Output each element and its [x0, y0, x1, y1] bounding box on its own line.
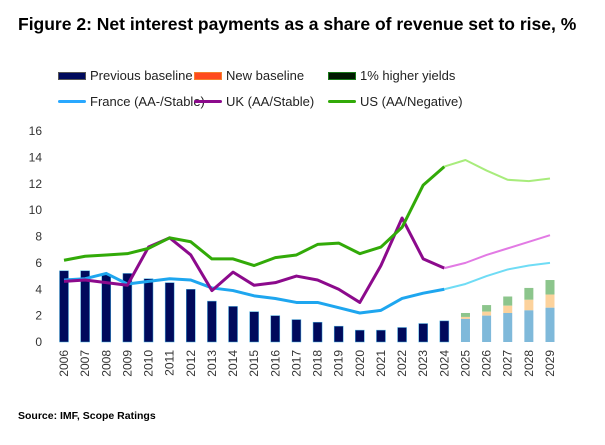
x-tick-label: 2018 — [311, 350, 325, 377]
bar-higher-yields — [503, 296, 513, 306]
x-tick-label: 2021 — [374, 350, 388, 377]
y-tick-label: 14 — [29, 150, 43, 164]
legend-line — [328, 100, 356, 103]
x-tick-label: 2023 — [416, 350, 430, 377]
bar-previous-baseline — [312, 321, 323, 343]
line-uk-projection — [444, 234, 551, 270]
bar-previous-baseline — [460, 318, 470, 342]
bar-previous-baseline — [122, 273, 133, 343]
line-us — [63, 165, 446, 268]
bar-previous-baseline — [249, 311, 259, 343]
bar-previous-baseline — [59, 270, 69, 343]
legend-label: 1% higher yields — [360, 68, 456, 83]
legend-swatch — [328, 71, 356, 80]
bar-previous-baseline — [80, 270, 90, 343]
x-tick-label: 2010 — [142, 350, 156, 377]
y-tick-label: 4 — [35, 282, 42, 296]
bar-previous-baseline — [186, 289, 196, 343]
bar-previous-baseline — [355, 329, 365, 343]
legend-label: UK (AA/Stable) — [226, 94, 315, 109]
chart-title: Figure 2: Net interest payments as a sha… — [18, 14, 577, 34]
x-tick-label: 2006 — [57, 350, 71, 377]
legend-us: US (AA/Negative) — [328, 94, 463, 109]
y-tick-label: 2 — [35, 309, 42, 323]
x-tick-label: 2026 — [480, 350, 494, 377]
line-us-projection — [444, 159, 551, 183]
source-note: Source: IMF, Scope Ratings — [18, 410, 156, 422]
legend-label: France (AA-/Stable) — [90, 94, 205, 109]
x-tick-label: 2013 — [205, 350, 219, 377]
bar-previous-baseline — [545, 307, 555, 342]
bar-new-baseline — [503, 305, 513, 313]
y-tick-label: 10 — [29, 203, 43, 217]
bar-previous-baseline — [228, 306, 238, 343]
legend-france: France (AA-/Stable) — [58, 94, 205, 109]
x-tick-label: 2019 — [332, 350, 346, 377]
x-tick-label: 2012 — [184, 350, 198, 377]
x-tick-label: 2015 — [247, 350, 261, 377]
bar-higher-yields — [524, 287, 534, 300]
legend-previous-baseline: Previous baseline — [58, 68, 193, 83]
x-tick-label: 2017 — [289, 350, 303, 377]
bar-previous-baseline — [418, 323, 428, 343]
legend-label: US (AA/Negative) — [360, 94, 463, 109]
legend-new-baseline: New baseline — [194, 68, 304, 83]
legend-swatch — [58, 71, 86, 80]
line-france-projection — [444, 261, 551, 291]
bar-previous-baseline — [207, 300, 217, 343]
legend-higher-yields: 1% higher yields — [328, 68, 455, 83]
bar-previous-baseline — [164, 282, 175, 343]
bar-previous-baseline — [439, 320, 450, 343]
bar-previous-baseline — [397, 327, 407, 343]
x-tick-label: 2024 — [437, 350, 451, 377]
line-uk — [63, 216, 445, 304]
x-tick-label: 2022 — [395, 350, 409, 377]
bar-previous-baseline — [101, 274, 112, 343]
x-tick-label: 2029 — [543, 350, 557, 377]
bar-new-baseline — [545, 294, 555, 308]
bar-higher-yields — [460, 312, 470, 317]
legend-line — [194, 100, 222, 103]
legend-label: Previous baseline — [90, 68, 193, 83]
bar-previous-baseline — [482, 315, 492, 342]
bar-higher-yields — [545, 280, 555, 295]
x-tick-label: 2008 — [99, 350, 113, 377]
x-tick-label: 2016 — [268, 350, 282, 377]
y-tick-label: 8 — [35, 230, 42, 244]
x-tick-label: 2025 — [458, 350, 472, 377]
x-tick-label: 2027 — [501, 350, 515, 377]
line-france — [63, 271, 445, 315]
legend-label: New baseline — [226, 68, 305, 83]
x-tick-label: 2007 — [78, 350, 92, 377]
x-tick-label: 2011 — [163, 350, 177, 376]
legend-line — [58, 100, 86, 103]
bar-previous-baseline — [333, 325, 344, 343]
x-tick-label: 2028 — [522, 350, 536, 377]
y-tick-label: 16 — [29, 124, 43, 138]
bar-previous-baseline — [291, 319, 302, 343]
bar-new-baseline — [524, 299, 534, 311]
y-tick-label: 12 — [29, 177, 43, 191]
bar-previous-baseline — [376, 329, 386, 343]
y-tick-label: 6 — [35, 256, 42, 270]
legend-uk: UK (AA/Stable) — [194, 94, 314, 109]
bar-new-baseline — [460, 316, 470, 319]
x-tick-label: 2014 — [226, 350, 240, 377]
bar-previous-baseline — [143, 278, 154, 343]
bar-new-baseline — [482, 311, 492, 316]
bar-previous-baseline — [524, 310, 534, 342]
x-tick-label: 2020 — [353, 350, 367, 377]
y-tick-label: 0 — [35, 335, 42, 349]
bar-previous-baseline — [270, 315, 281, 343]
legend-swatch — [194, 71, 222, 80]
bar-higher-yields — [482, 305, 492, 312]
bar-previous-baseline — [503, 312, 513, 342]
x-tick-label: 2009 — [120, 350, 134, 377]
